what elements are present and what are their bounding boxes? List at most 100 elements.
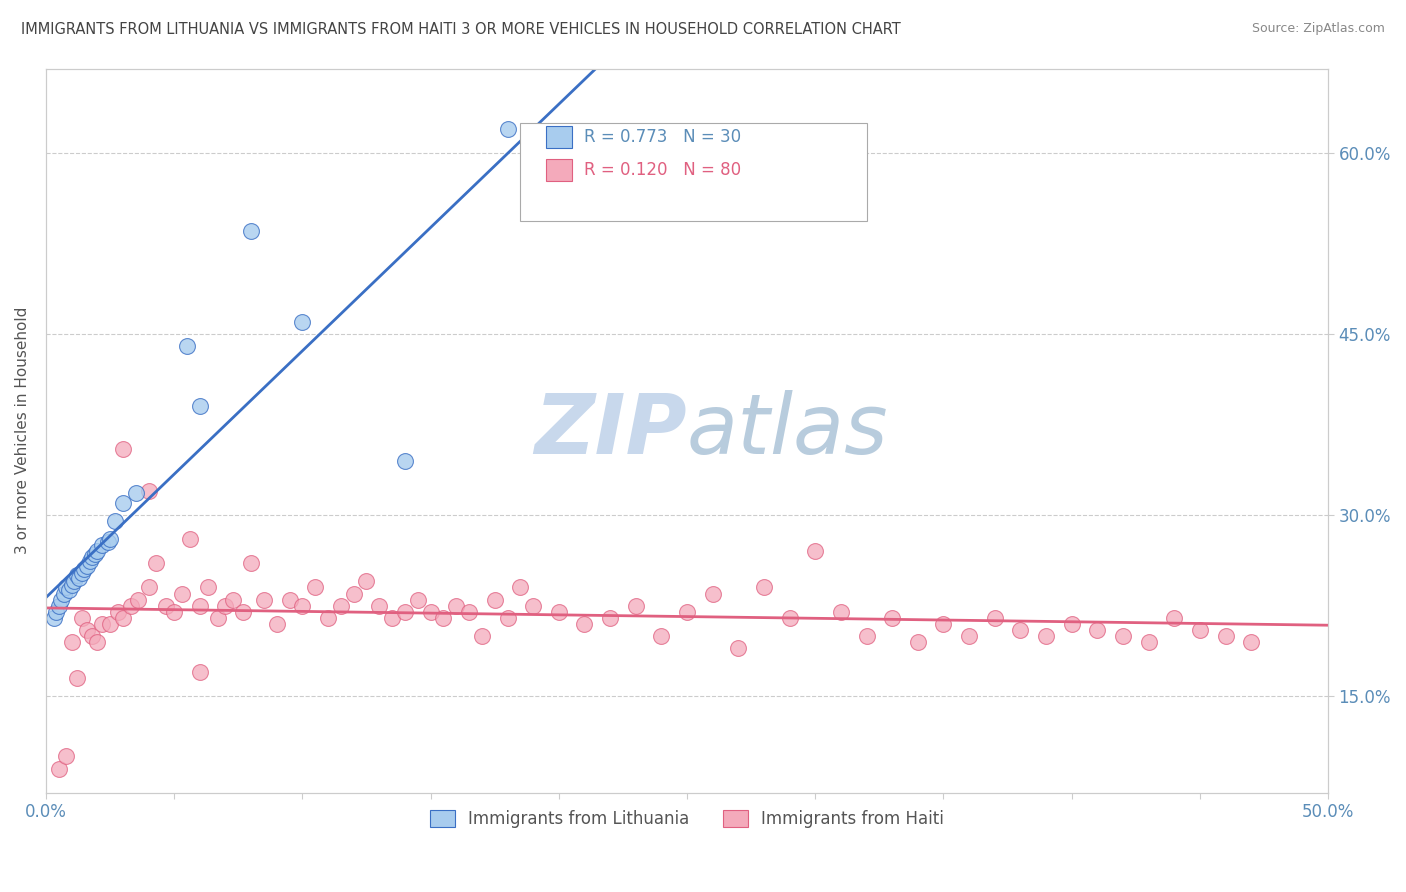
- Point: [1112, 629, 1135, 643]
- Point: [111, 496, 134, 510]
- Point: [214, 599, 236, 613]
- Point: [394, 605, 416, 619]
- Point: [522, 599, 544, 613]
- Point: [907, 634, 929, 648]
- Point: [830, 605, 852, 619]
- Point: [67, 571, 90, 585]
- Point: [207, 610, 229, 624]
- Point: [446, 599, 468, 613]
- Point: [138, 581, 160, 595]
- Text: ZIP: ZIP: [534, 390, 688, 471]
- Point: [76, 558, 98, 573]
- Point: [58, 582, 80, 597]
- Point: [381, 610, 404, 624]
- Point: [232, 605, 254, 619]
- Point: [882, 610, 904, 624]
- Point: [96, 534, 118, 549]
- Point: [240, 224, 263, 238]
- Point: [138, 483, 160, 498]
- Point: [45, 605, 67, 619]
- Point: [107, 605, 129, 619]
- Point: [155, 599, 177, 613]
- Y-axis label: 3 or more Vehicles in Household: 3 or more Vehicles in Household: [15, 307, 30, 554]
- Point: [676, 605, 699, 619]
- Text: atlas: atlas: [688, 390, 889, 471]
- Point: [240, 557, 263, 571]
- Point: [484, 592, 506, 607]
- Point: [120, 599, 142, 613]
- Point: [91, 616, 114, 631]
- Point: [111, 610, 134, 624]
- Point: [1215, 629, 1237, 643]
- Point: [253, 592, 276, 607]
- Point: [163, 605, 186, 619]
- Point: [419, 605, 441, 619]
- Point: [48, 762, 70, 776]
- Point: [329, 599, 352, 613]
- Point: [55, 749, 77, 764]
- Point: [932, 616, 955, 631]
- Point: [83, 547, 105, 561]
- Point: [86, 634, 108, 648]
- Point: [222, 592, 245, 607]
- Point: [170, 586, 193, 600]
- Point: [60, 634, 83, 648]
- Point: [356, 574, 378, 589]
- Point: [51, 592, 73, 607]
- Point: [496, 610, 519, 624]
- Bar: [546, 127, 572, 148]
- Point: [42, 610, 65, 624]
- Point: [291, 599, 314, 613]
- Point: [458, 605, 481, 619]
- Point: [855, 629, 877, 643]
- Point: [197, 581, 219, 595]
- Point: [179, 532, 201, 546]
- Point: [509, 581, 531, 595]
- Point: [343, 586, 366, 600]
- Point: [804, 544, 827, 558]
- Point: [624, 599, 647, 613]
- Text: R = 0.773   N = 30: R = 0.773 N = 30: [585, 128, 741, 146]
- Point: [1010, 623, 1032, 637]
- Point: [82, 629, 104, 643]
- Point: [48, 599, 70, 613]
- Point: [278, 592, 301, 607]
- Text: IMMIGRANTS FROM LITHUANIA VS IMMIGRANTS FROM HAITI 3 OR MORE VEHICLES IN HOUSEHO: IMMIGRANTS FROM LITHUANIA VS IMMIGRANTS …: [21, 22, 901, 37]
- Point: [432, 610, 454, 624]
- Point: [574, 616, 596, 631]
- Point: [957, 629, 980, 643]
- Point: [91, 538, 114, 552]
- Point: [983, 610, 1005, 624]
- Point: [70, 566, 93, 580]
- Point: [176, 339, 198, 353]
- Point: [316, 610, 339, 624]
- Point: [702, 586, 724, 600]
- Point: [496, 121, 519, 136]
- Point: [70, 610, 93, 624]
- Point: [1137, 634, 1160, 648]
- Point: [1035, 629, 1057, 643]
- Point: [599, 610, 621, 624]
- Point: [1085, 623, 1108, 637]
- Point: [66, 671, 89, 685]
- Point: [76, 623, 98, 637]
- Point: [66, 568, 89, 582]
- Point: [86, 544, 108, 558]
- Point: [188, 599, 211, 613]
- Point: [406, 592, 429, 607]
- Point: [394, 454, 416, 468]
- Text: R = 0.120   N = 80: R = 0.120 N = 80: [585, 161, 741, 179]
- Point: [188, 665, 211, 679]
- Point: [125, 486, 148, 500]
- Point: [727, 640, 749, 655]
- Point: [73, 562, 96, 576]
- Point: [98, 532, 121, 546]
- Point: [266, 616, 288, 631]
- Point: [63, 574, 86, 589]
- Point: [471, 629, 494, 643]
- Point: [779, 610, 801, 624]
- Point: [368, 599, 391, 613]
- Point: [52, 586, 75, 600]
- Text: Source: ZipAtlas.com: Source: ZipAtlas.com: [1251, 22, 1385, 36]
- Point: [55, 581, 77, 595]
